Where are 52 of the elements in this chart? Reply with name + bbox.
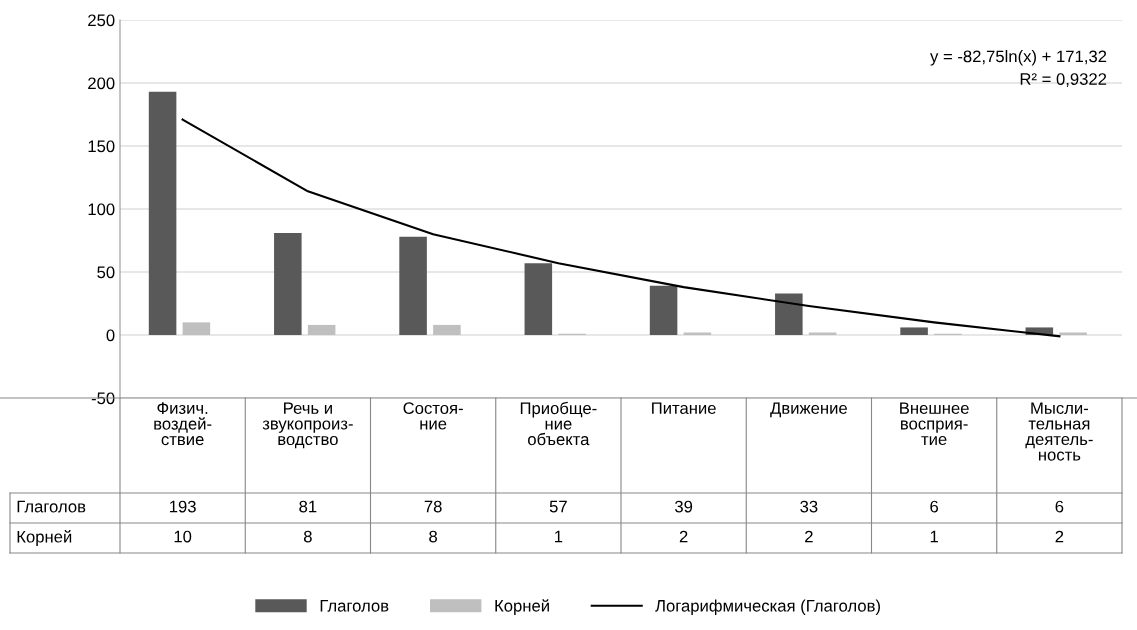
data-label: 8 bbox=[429, 530, 438, 543]
x-tick-label: Внешнее восприя- тие bbox=[900, 402, 969, 446]
x-tick-label: Состоя- ние bbox=[403, 402, 463, 430]
annotation: y = -82,75ln(x) + 171,32 bbox=[930, 50, 1107, 66]
data-label: 57 bbox=[549, 500, 567, 513]
y-tick-label: 200 bbox=[88, 77, 115, 90]
y-tick-label: 150 bbox=[88, 140, 115, 153]
text: Глаголов bbox=[17, 500, 86, 513]
bar bbox=[808, 332, 837, 335]
x-tick-label: Мысли- тельная деятель- ность bbox=[1025, 402, 1093, 461]
data-label: 1 bbox=[555, 530, 563, 543]
bar bbox=[900, 327, 928, 335]
data-label: 10 bbox=[174, 530, 192, 543]
data-label: 1 bbox=[930, 530, 938, 543]
data-label: 6 bbox=[1055, 500, 1064, 513]
line-series bbox=[181, 118, 1061, 338]
x-tick-label: Движение bbox=[770, 402, 847, 418]
data-label: 2 bbox=[679, 530, 688, 543]
y-tick-label: 0 bbox=[106, 329, 115, 342]
bar bbox=[649, 285, 678, 335]
bar bbox=[274, 232, 302, 335]
x-tick-label: Питание bbox=[652, 402, 716, 415]
x-tick-label: Речь и звукопроиз- водство bbox=[262, 402, 353, 449]
bar bbox=[775, 293, 803, 335]
data-label: 8 bbox=[303, 530, 312, 543]
bar bbox=[399, 236, 427, 335]
bar bbox=[182, 322, 211, 335]
bar bbox=[1059, 332, 1087, 335]
x-tick-label: Приобще- ние объекта bbox=[520, 401, 597, 446]
data-label: 6 bbox=[930, 500, 939, 513]
bar bbox=[524, 263, 553, 335]
data-label: 33 bbox=[800, 500, 818, 513]
legend-label: Глаголов bbox=[320, 600, 389, 612]
data-label: 81 bbox=[299, 500, 317, 513]
bar bbox=[433, 324, 461, 335]
legend-label: Логарифмическая (Глаголов) bbox=[655, 599, 880, 615]
data-label: 39 bbox=[674, 500, 693, 513]
legend-label: Корней bbox=[495, 599, 549, 615]
y-tick-label: 250 bbox=[88, 14, 115, 27]
y-tick-label: 100 bbox=[88, 203, 115, 216]
annotation: R² = 0,9322 bbox=[1020, 73, 1107, 87]
text: Корней bbox=[17, 530, 72, 546]
data-label: 78 bbox=[424, 500, 442, 513]
data-label: 193 bbox=[169, 500, 196, 513]
bar bbox=[307, 324, 336, 335]
bar bbox=[148, 91, 177, 335]
x-tick-label: Физич. воздей- ствие bbox=[154, 402, 212, 446]
y-tick-label: -50 bbox=[91, 392, 115, 405]
bar bbox=[683, 332, 712, 335]
data-label: 2 bbox=[1055, 530, 1064, 543]
data-label: 2 bbox=[805, 530, 813, 543]
y-tick-label: 50 bbox=[97, 266, 115, 279]
